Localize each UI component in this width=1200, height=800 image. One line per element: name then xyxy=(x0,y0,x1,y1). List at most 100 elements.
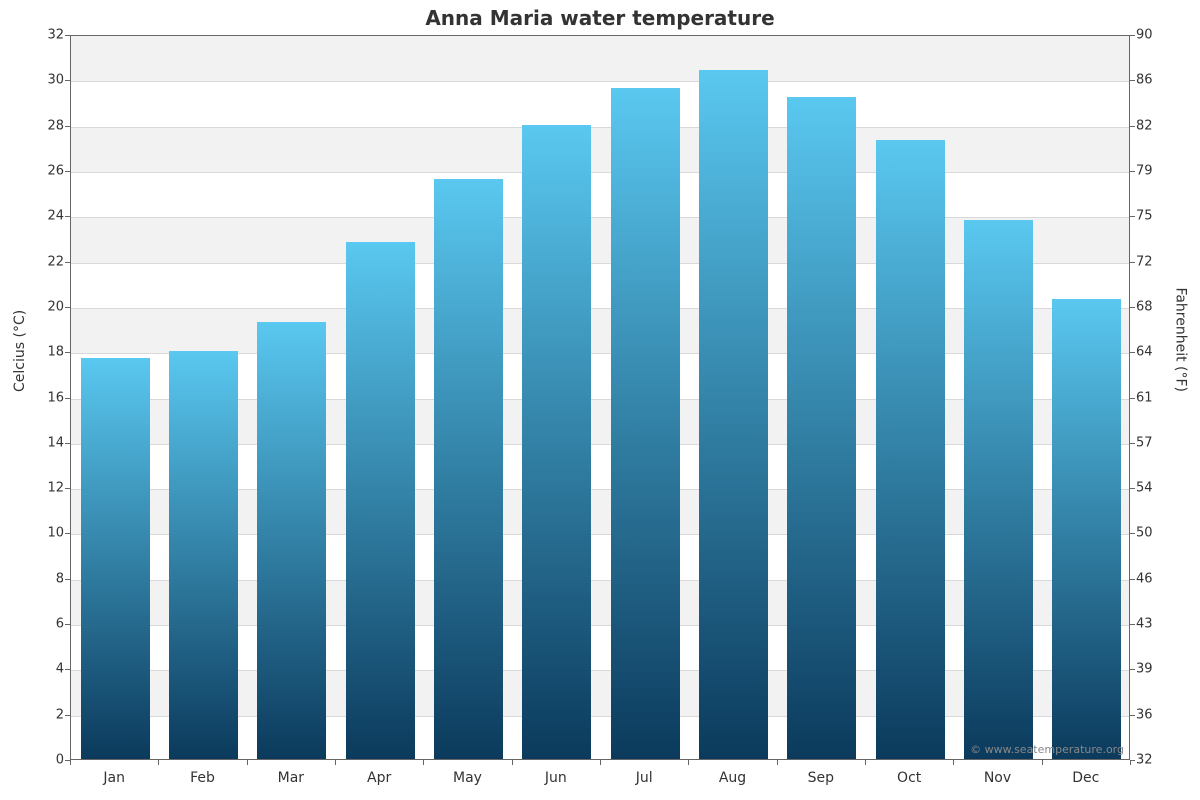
tick-mark xyxy=(1130,669,1135,670)
ytick-fahrenheit: 79 xyxy=(1136,163,1162,178)
x-label-mar: Mar xyxy=(278,770,304,786)
bars-container xyxy=(71,36,1129,759)
ytick-celsius: 14 xyxy=(38,435,64,450)
tick-mark xyxy=(1130,443,1135,444)
plot-area xyxy=(70,35,1130,760)
tick-mark xyxy=(65,488,70,489)
x-label-apr: Apr xyxy=(367,770,391,786)
tick-mark xyxy=(777,760,778,765)
x-label-aug: Aug xyxy=(719,770,746,786)
tick-mark xyxy=(65,715,70,716)
y-axis-label-fahrenheit: Fahrenheit (°F) xyxy=(1172,288,1188,392)
tick-mark xyxy=(1130,307,1135,308)
ytick-fahrenheit: 75 xyxy=(1136,209,1162,224)
x-label-jun: Jun xyxy=(545,770,567,786)
bar-nov xyxy=(964,220,1033,759)
y-axis-label-celsius: Celcius (°C) xyxy=(12,310,28,392)
ytick-celsius: 20 xyxy=(38,299,64,314)
tick-mark xyxy=(1130,488,1135,489)
x-label-sep: Sep xyxy=(808,770,834,786)
ytick-fahrenheit: 39 xyxy=(1136,662,1162,677)
tick-mark xyxy=(600,760,601,765)
ytick-fahrenheit: 61 xyxy=(1136,390,1162,405)
ytick-celsius: 0 xyxy=(38,753,64,768)
bar-apr xyxy=(346,242,415,759)
tick-mark xyxy=(1130,624,1135,625)
tick-mark xyxy=(1130,398,1135,399)
tick-mark xyxy=(65,126,70,127)
x-label-may: May xyxy=(453,770,482,786)
tick-mark xyxy=(65,669,70,670)
tick-mark xyxy=(65,579,70,580)
ytick-celsius: 8 xyxy=(38,571,64,586)
tick-mark xyxy=(1130,533,1135,534)
ytick-fahrenheit: 36 xyxy=(1136,707,1162,722)
tick-mark xyxy=(65,35,70,36)
ytick-celsius: 4 xyxy=(38,662,64,677)
ytick-celsius: 10 xyxy=(38,526,64,541)
bar-dec xyxy=(1052,299,1121,759)
ytick-celsius: 28 xyxy=(38,118,64,133)
ytick-celsius: 22 xyxy=(38,254,64,269)
tick-mark xyxy=(247,760,248,765)
tick-mark xyxy=(865,760,866,765)
bar-feb xyxy=(169,351,238,759)
tick-mark xyxy=(1130,352,1135,353)
x-label-dec: Dec xyxy=(1072,770,1099,786)
tick-mark xyxy=(1130,715,1135,716)
tick-mark xyxy=(1130,126,1135,127)
bar-aug xyxy=(699,70,768,759)
ytick-celsius: 30 xyxy=(38,73,64,88)
ytick-celsius: 16 xyxy=(38,390,64,405)
x-label-jul: Jul xyxy=(636,770,653,786)
tick-mark xyxy=(65,352,70,353)
ytick-celsius: 2 xyxy=(38,707,64,722)
tick-mark xyxy=(423,760,424,765)
tick-mark xyxy=(65,262,70,263)
tick-mark xyxy=(1130,171,1135,172)
chart-title: Anna Maria water temperature xyxy=(0,6,1200,30)
tick-mark xyxy=(688,760,689,765)
tick-mark xyxy=(512,760,513,765)
ytick-celsius: 12 xyxy=(38,481,64,496)
tick-mark xyxy=(65,307,70,308)
ytick-fahrenheit: 72 xyxy=(1136,254,1162,269)
tick-mark xyxy=(65,216,70,217)
ytick-fahrenheit: 57 xyxy=(1136,435,1162,450)
bar-jun xyxy=(522,125,591,759)
tick-mark xyxy=(1130,80,1135,81)
tick-mark xyxy=(1130,262,1135,263)
tick-mark xyxy=(1130,216,1135,217)
ytick-fahrenheit: 82 xyxy=(1136,118,1162,133)
ytick-fahrenheit: 54 xyxy=(1136,481,1162,496)
tick-mark xyxy=(158,760,159,765)
ytick-fahrenheit: 64 xyxy=(1136,345,1162,360)
ytick-celsius: 26 xyxy=(38,163,64,178)
ytick-fahrenheit: 90 xyxy=(1136,28,1162,43)
credit-text: © www.seatemperature.org xyxy=(970,743,1124,756)
x-label-oct: Oct xyxy=(897,770,921,786)
tick-mark xyxy=(953,760,954,765)
x-label-nov: Nov xyxy=(984,770,1011,786)
x-label-jan: Jan xyxy=(103,770,125,786)
bar-may xyxy=(434,179,503,759)
ytick-celsius: 24 xyxy=(38,209,64,224)
bar-mar xyxy=(257,322,326,759)
ytick-celsius: 6 xyxy=(38,617,64,632)
tick-mark xyxy=(1130,760,1131,765)
tick-mark xyxy=(1130,579,1135,580)
tick-mark xyxy=(65,80,70,81)
tick-mark xyxy=(1130,35,1135,36)
bar-jan xyxy=(81,358,150,759)
ytick-fahrenheit: 46 xyxy=(1136,571,1162,586)
tick-mark xyxy=(65,624,70,625)
ytick-celsius: 32 xyxy=(38,28,64,43)
tick-mark xyxy=(1042,760,1043,765)
ytick-celsius: 18 xyxy=(38,345,64,360)
ytick-fahrenheit: 50 xyxy=(1136,526,1162,541)
tick-mark xyxy=(70,760,71,765)
tick-mark xyxy=(65,443,70,444)
tick-mark xyxy=(65,171,70,172)
bar-jul xyxy=(611,88,680,759)
bar-sep xyxy=(787,97,856,759)
